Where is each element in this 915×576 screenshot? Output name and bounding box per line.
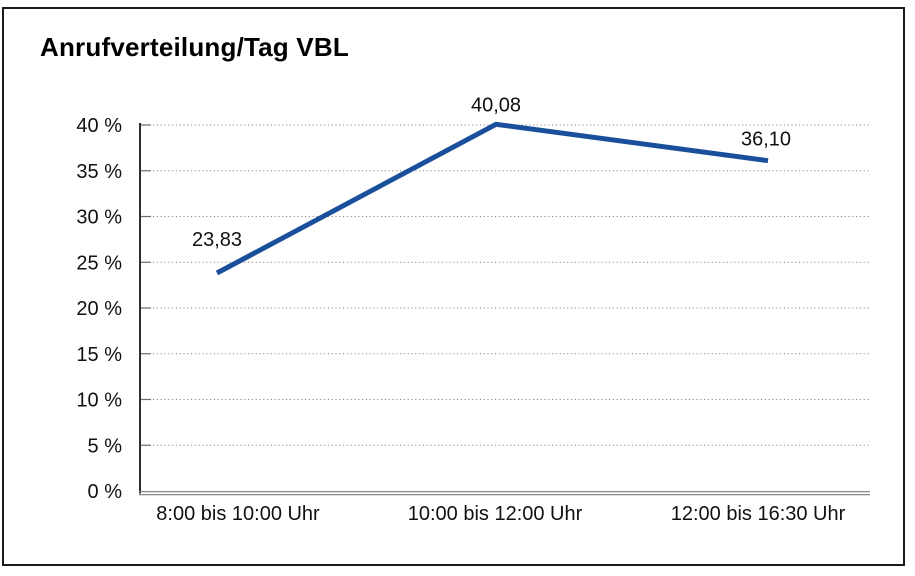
y-tick-label: 25 % (76, 252, 122, 274)
y-tick-label: 20 % (76, 298, 122, 320)
data-label: 23,83 (192, 229, 242, 251)
data-label: 40,08 (471, 94, 521, 116)
y-tick-label: 10 % (76, 390, 122, 412)
y-tick-label: 5 % (88, 435, 123, 457)
y-tick-label: 40 % (76, 115, 122, 137)
y-tick-label: 30 % (76, 207, 122, 229)
y-tick-label: 15 % (76, 344, 122, 366)
y-tick-label: 35 % (76, 161, 122, 183)
x-tick-label: 8:00 bis 10:00 Uhr (156, 503, 320, 525)
series-line (215, 121, 769, 276)
y-tick-label: 0 % (88, 481, 123, 503)
chart-title: Anrufverteilung/Tag VBL (40, 32, 349, 62)
data-label: 36,10 (741, 129, 791, 151)
x-tick-label: 10:00 bis 12:00 Uhr (408, 503, 583, 525)
x-tick-label: 12:00 bis 16:30 Uhr (671, 503, 846, 525)
